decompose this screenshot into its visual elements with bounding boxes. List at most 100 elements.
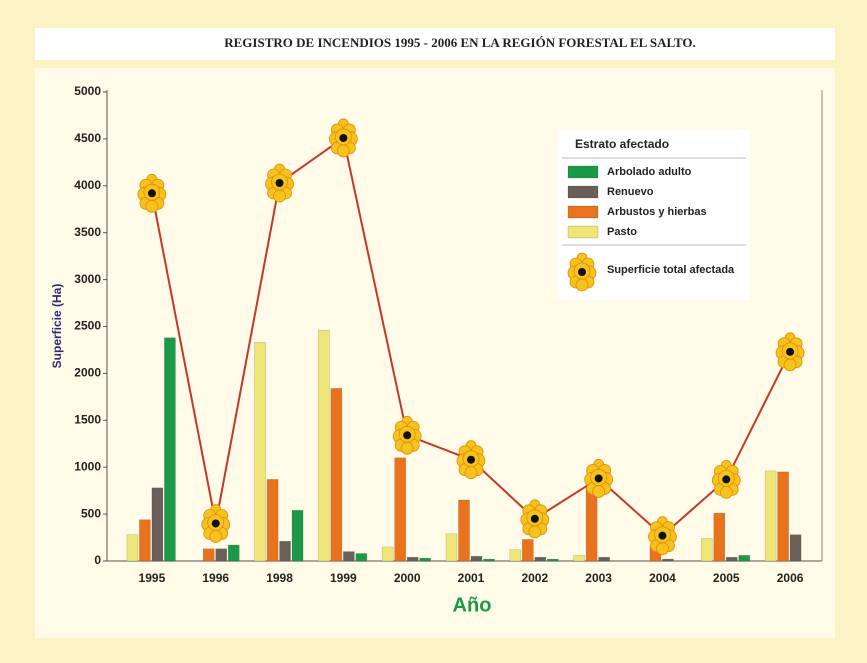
bar: [215, 548, 227, 562]
y-tick-label: 2000: [74, 366, 101, 380]
x-tick-label: 2000: [394, 571, 421, 585]
fire-marker: [775, 332, 805, 372]
bar: [164, 337, 176, 562]
bar: [419, 557, 431, 562]
bar: [254, 342, 266, 562]
fire-marker: [456, 440, 486, 480]
bar: [789, 534, 802, 562]
fire-blob: [592, 485, 606, 498]
y-tick-label: 4500: [74, 131, 101, 145]
fire-marker: [648, 516, 677, 556]
fire-blob: [528, 525, 542, 539]
fire-blob: [464, 466, 478, 480]
fire-center: [147, 189, 156, 198]
bar: [662, 558, 674, 562]
fire-center: [658, 531, 667, 540]
legend-swatch: [567, 165, 599, 179]
bar: [701, 538, 713, 562]
x-tick-label: 1996: [202, 571, 229, 585]
legend-title: Estrato afectado: [575, 137, 669, 151]
bar: [266, 479, 279, 562]
y-tick-label: 0: [94, 553, 101, 567]
x-axis-label: Año: [453, 594, 492, 616]
fire-center: [403, 431, 412, 440]
bar: [573, 555, 585, 562]
bar: [726, 556, 738, 562]
fire-center: [530, 514, 539, 523]
bar: [139, 519, 151, 562]
fire-marker: [201, 504, 231, 543]
fire-marker: [265, 163, 294, 203]
y-tick-label: 500: [81, 506, 101, 520]
bar: [483, 558, 495, 562]
legend-label: Renuevo: [607, 186, 654, 198]
fire-center: [786, 347, 795, 356]
bar: [738, 555, 751, 562]
bar: [202, 548, 215, 562]
legend-label: Superficie total afectada: [607, 264, 735, 276]
bar: [381, 546, 394, 562]
y-tick-label: 5000: [74, 84, 101, 98]
legend-swatch: [567, 225, 599, 239]
fire-marker: [584, 459, 614, 498]
bar: [470, 556, 483, 562]
bar: [394, 457, 406, 562]
fire-center: [722, 475, 731, 484]
bar: [330, 388, 343, 562]
bar: [777, 471, 789, 562]
bar: [151, 487, 164, 562]
legend-swatch: [567, 185, 599, 199]
bar: [291, 510, 304, 562]
fire-blob: [336, 144, 350, 158]
x-tick-label: 2006: [777, 571, 804, 585]
bar: [318, 330, 330, 562]
x-tick-label: 1998: [266, 571, 293, 585]
x-tick-label: 2002: [521, 571, 548, 585]
bar: [458, 499, 470, 562]
fire-marker: [711, 459, 741, 499]
x-tick-label: 2005: [713, 571, 740, 585]
fire-blob: [400, 441, 414, 455]
fire-center: [275, 178, 284, 187]
y-tick-label: 1500: [74, 412, 101, 426]
x-tick-label: 1995: [139, 571, 166, 585]
y-tick-label: 4000: [74, 178, 101, 192]
legend-swatch: [567, 205, 599, 219]
bar: [547, 558, 559, 562]
bar: [713, 512, 726, 562]
bar: [522, 539, 534, 562]
legend-label: Pasto: [607, 226, 637, 238]
fire-center: [594, 474, 603, 483]
fire-blob: [145, 199, 159, 213]
fire-blob: [719, 485, 733, 499]
bar: [509, 549, 522, 562]
fire-marker: [392, 415, 422, 455]
bar: [343, 551, 355, 562]
bar: [126, 534, 139, 562]
bar: [406, 556, 419, 562]
bar: [598, 556, 610, 562]
fire-marker: [328, 118, 358, 158]
bar: [445, 533, 458, 562]
chart-title: REGISTRO DE INCENDIOS 1995 - 2006 EN LA …: [224, 35, 696, 50]
x-tick-label: 2001: [458, 571, 485, 585]
y-tick-label: 2500: [74, 319, 101, 333]
y-tick-label: 3000: [74, 272, 101, 286]
fire-blob: [575, 278, 589, 292]
fire-marker: [567, 252, 597, 292]
fire-blob: [656, 542, 669, 556]
x-tick-label: 2003: [585, 571, 612, 585]
y-tick-label: 1000: [74, 459, 101, 473]
bar: [534, 556, 547, 562]
y-tick-label: 3500: [74, 225, 101, 239]
fire-blob: [209, 530, 223, 543]
fire-center: [467, 455, 475, 464]
bar: [227, 544, 240, 562]
fire-center: [339, 133, 348, 142]
bar: [355, 553, 368, 562]
x-tick-label: 2004: [649, 571, 676, 585]
fire-blob: [783, 358, 797, 372]
fire-center: [578, 268, 586, 276]
